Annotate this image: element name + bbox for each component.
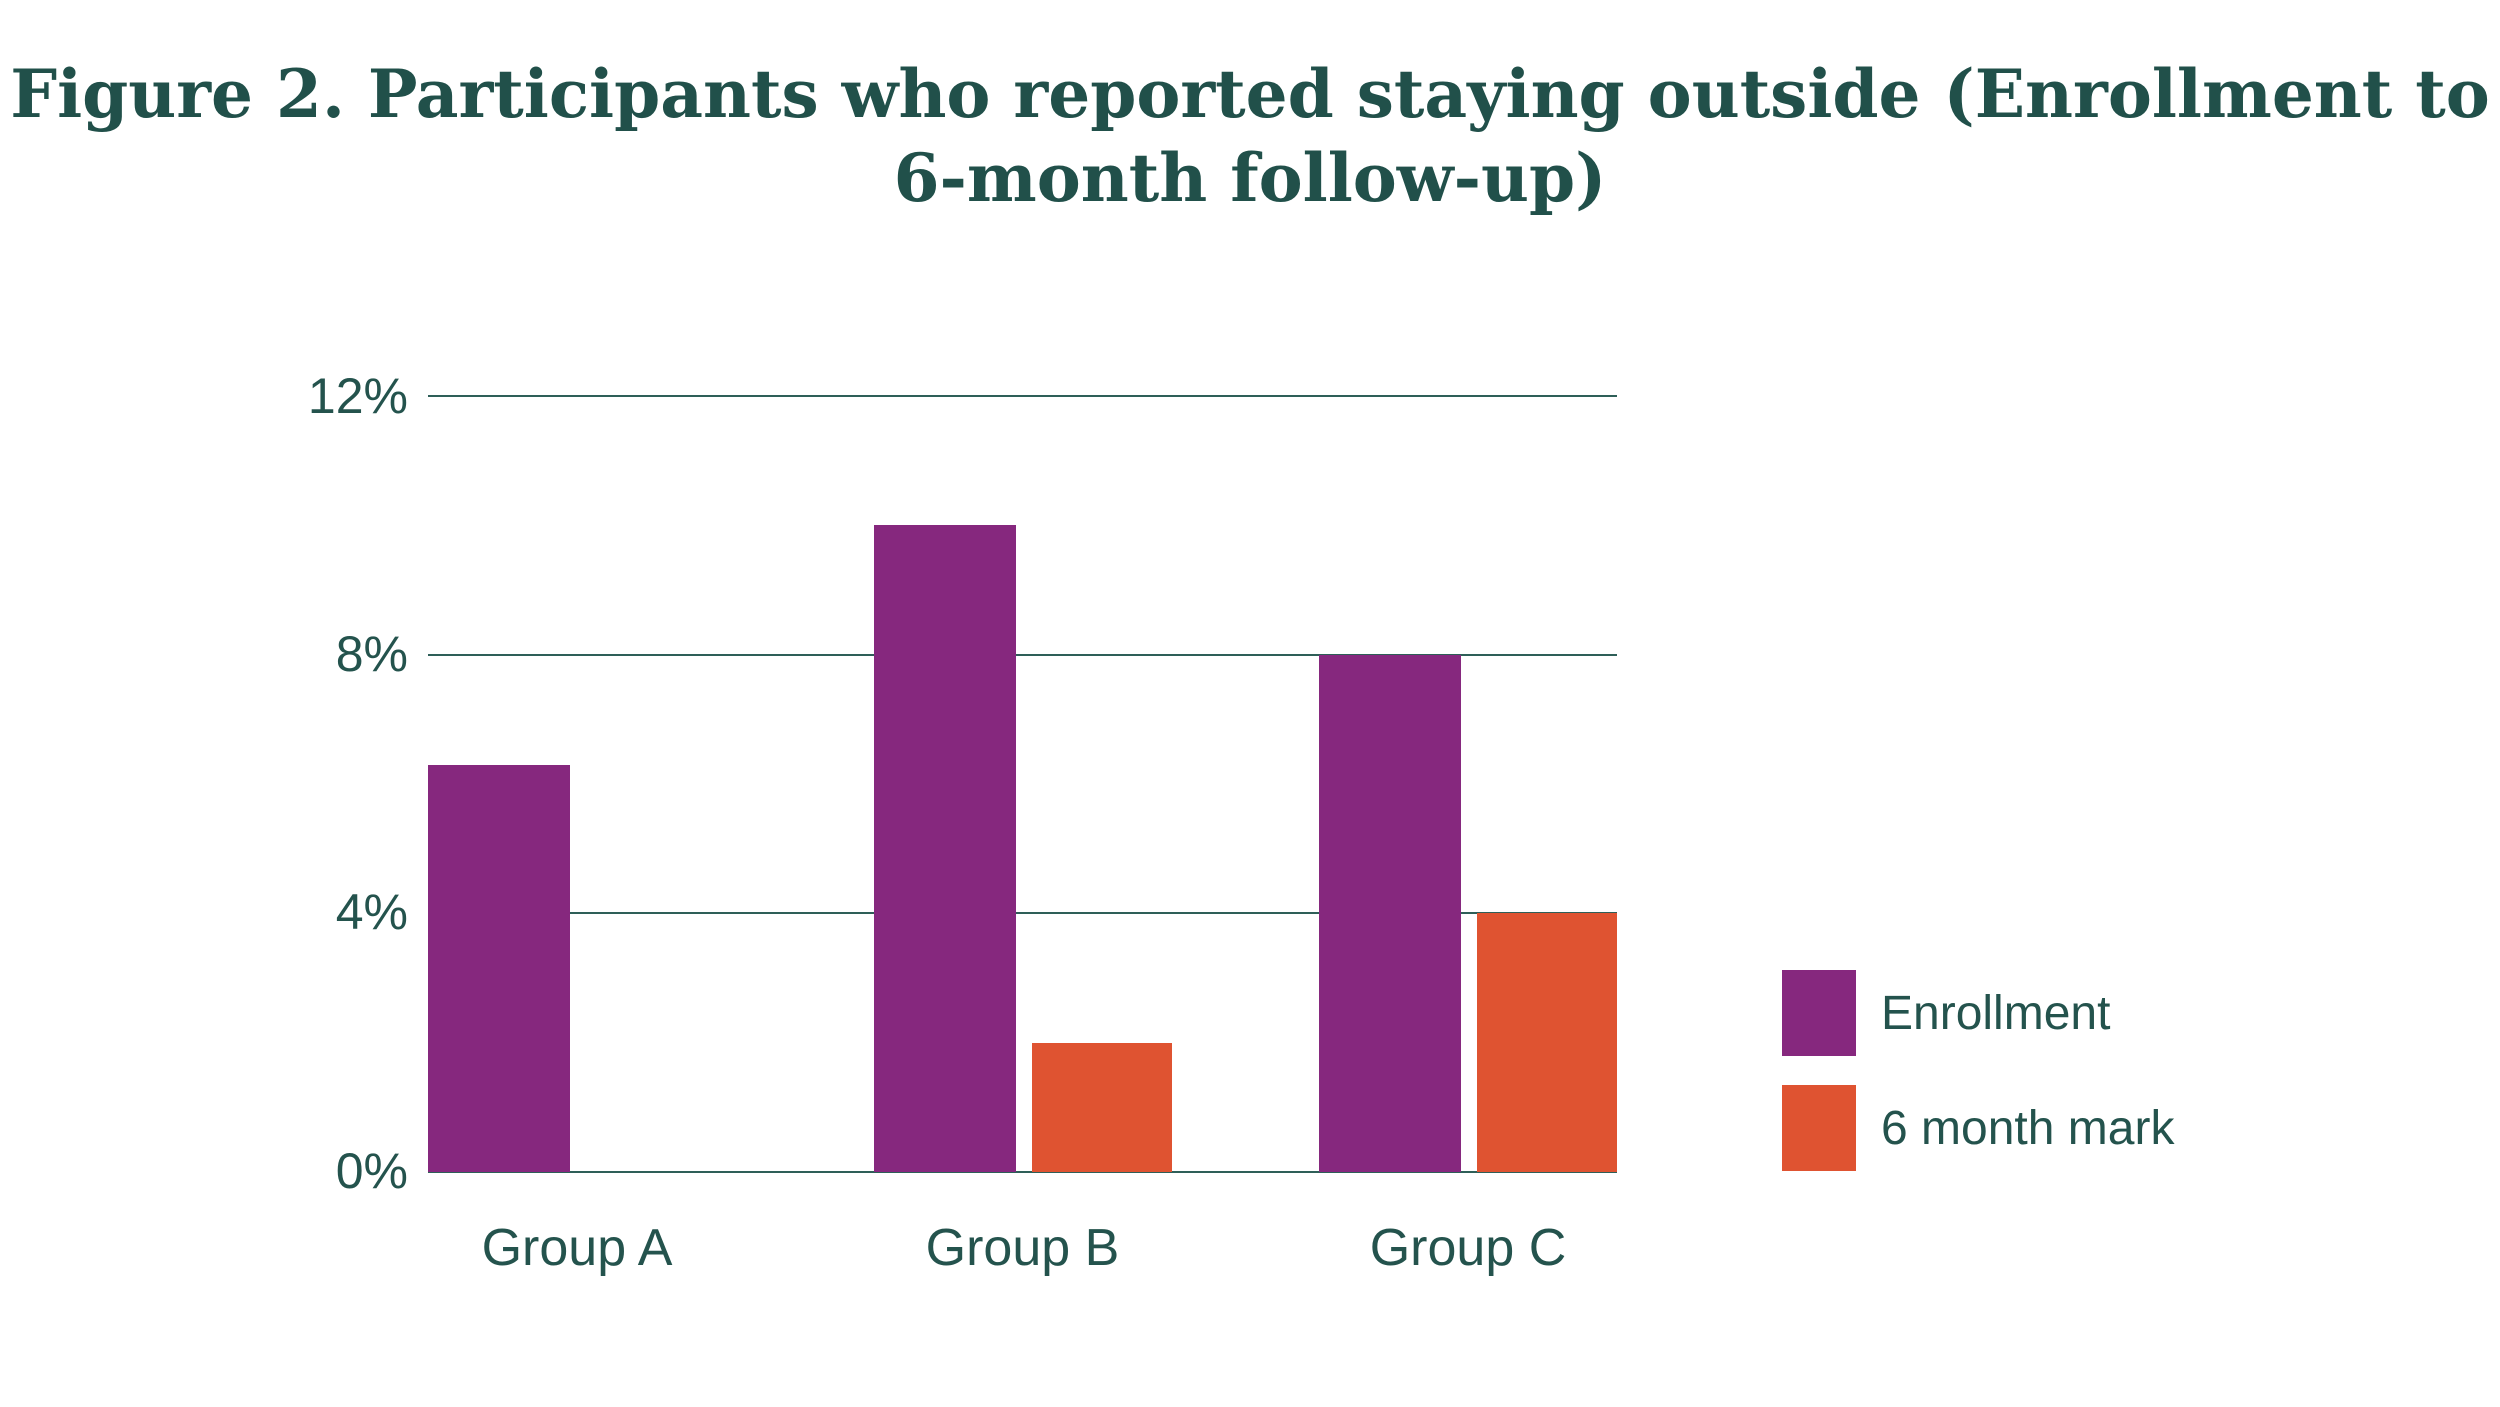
- legend-swatch-enrollment: [1782, 970, 1856, 1056]
- chart-title-line-2: 6-month follow-up): [893, 139, 1607, 217]
- gridline-8pct: [428, 654, 1617, 656]
- bar-group-c: [1319, 396, 1617, 1172]
- bar-group-a: [428, 396, 726, 1172]
- bar-groups: [428, 396, 1617, 1172]
- axis-baseline: [428, 1171, 1617, 1173]
- plot-area: [428, 395, 1617, 1173]
- bar-6-month-mark-group-c: [1477, 913, 1617, 1172]
- x-label-group-b: Group B: [925, 1219, 1120, 1277]
- bar-enrollment-group-a: [428, 765, 570, 1172]
- legend-label-6-month-mark: 6 month mark: [1881, 1101, 2175, 1155]
- y-tick-4pct: 4%: [335, 884, 408, 940]
- x-axis-labels: Group A Group B Group C: [428, 1218, 1617, 1278]
- legend-label-enrollment: Enrollment: [1881, 986, 2111, 1040]
- y-tick-0pct: 0%: [335, 1143, 408, 1199]
- legend-item-enrollment: Enrollment: [1782, 970, 2174, 1056]
- gridline-12pct: [428, 395, 1617, 397]
- bar-enrollment-group-b: [873, 525, 1016, 1172]
- x-label-group-c: Group C: [1369, 1219, 1567, 1277]
- bar-6-month-mark-group-b: [1031, 1043, 1172, 1172]
- y-tick-12pct: 12%: [307, 368, 408, 424]
- chart-title-line-1: Figure 2. Participants who reported stay…: [10, 55, 2490, 133]
- legend: Enrollment 6 month mark: [1782, 970, 2174, 1171]
- x-label-group-a: Group A: [481, 1219, 673, 1277]
- bar-enrollment-group-c: [1319, 655, 1461, 1172]
- bar-group-b: [873, 396, 1172, 1172]
- legend-item-6-month-mark: 6 month mark: [1782, 1085, 2174, 1171]
- chart-title: Figure 2. Participants who reported stay…: [0, 52, 2500, 220]
- legend-swatch-6-month-mark: [1782, 1085, 1856, 1171]
- gridline-4pct: [428, 912, 1617, 914]
- y-tick-8pct: 8%: [335, 626, 408, 682]
